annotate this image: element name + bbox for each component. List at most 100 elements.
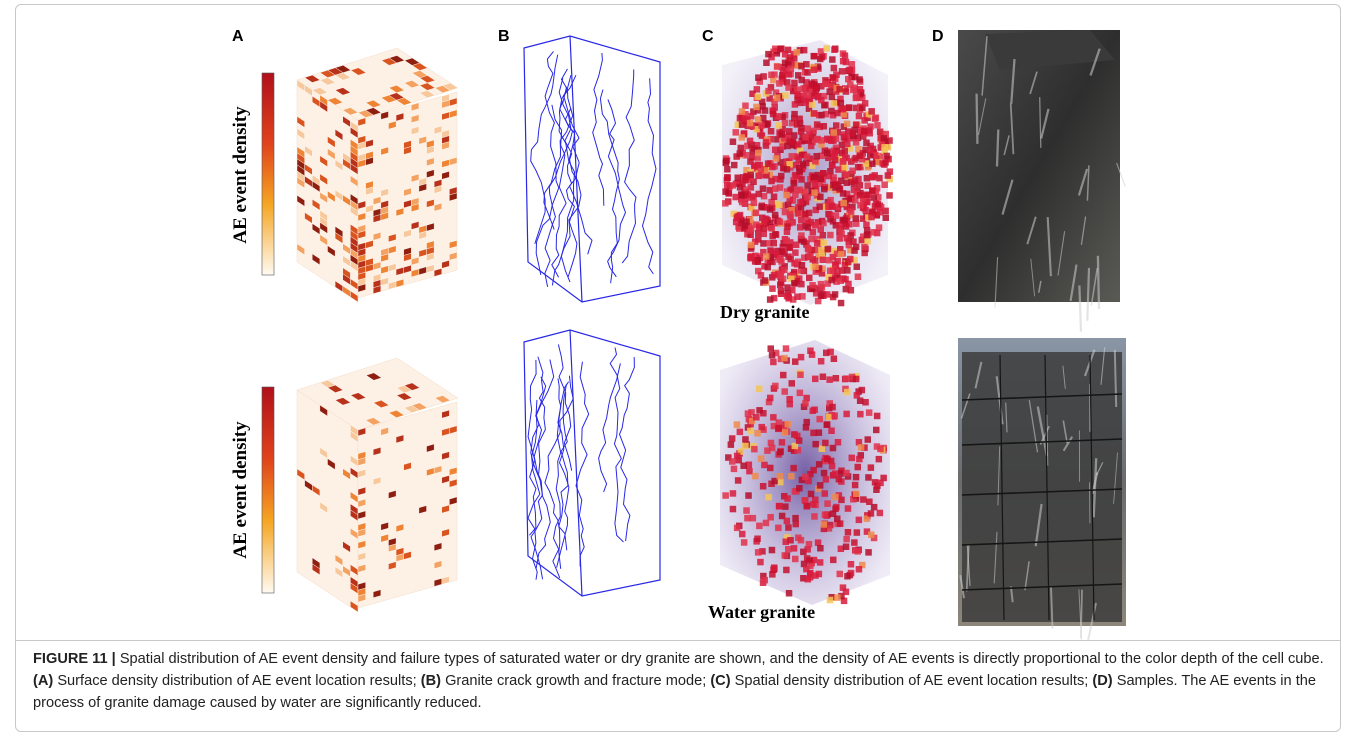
cell	[785, 421, 792, 428]
cell	[849, 455, 856, 462]
cell	[722, 492, 729, 499]
cell	[818, 281, 825, 288]
cell	[735, 477, 742, 484]
cell	[739, 108, 746, 115]
cell	[748, 184, 755, 191]
cell	[782, 503, 789, 510]
cell	[822, 440, 829, 447]
cell	[865, 436, 872, 443]
cell	[824, 421, 831, 428]
cell	[826, 414, 833, 421]
cell	[813, 87, 820, 94]
cell	[843, 411, 850, 418]
cell	[833, 375, 840, 382]
cell	[867, 130, 874, 137]
cell	[844, 121, 851, 128]
vein	[1079, 286, 1081, 332]
cell	[767, 206, 774, 213]
cell	[808, 491, 815, 498]
cell	[730, 139, 737, 146]
cell	[812, 572, 819, 579]
cell	[747, 138, 754, 145]
cell	[804, 419, 811, 426]
cell	[763, 60, 770, 67]
cell	[812, 441, 819, 448]
cell	[777, 219, 784, 226]
cell	[873, 115, 880, 122]
cell	[759, 424, 766, 431]
cell	[787, 211, 794, 218]
cell	[882, 159, 889, 166]
cell	[737, 429, 744, 436]
cell	[806, 275, 813, 282]
cell	[760, 185, 767, 192]
cell	[829, 56, 836, 63]
cell	[731, 466, 738, 473]
cell	[844, 235, 851, 242]
cell	[819, 446, 826, 453]
cell	[856, 113, 863, 120]
cell	[886, 192, 893, 199]
cell	[765, 88, 772, 95]
cell	[780, 372, 787, 379]
cell	[755, 150, 762, 157]
cell	[768, 72, 775, 79]
cell	[741, 539, 748, 546]
cell	[782, 51, 789, 58]
cell	[850, 130, 857, 137]
cell	[876, 456, 883, 463]
cell	[811, 110, 818, 117]
cell	[762, 577, 769, 584]
cell	[778, 288, 785, 295]
cell	[804, 69, 811, 76]
cell	[835, 439, 842, 446]
cell	[800, 161, 807, 168]
cell	[854, 529, 861, 536]
cell	[881, 144, 888, 151]
cell	[772, 104, 779, 111]
cell	[763, 520, 770, 527]
cell	[738, 192, 745, 199]
cell	[857, 86, 864, 93]
cell	[832, 261, 839, 268]
cell	[857, 411, 864, 418]
cell	[782, 92, 789, 99]
separator	[16, 640, 1340, 641]
cell	[814, 121, 821, 128]
cell	[877, 510, 884, 517]
cell	[818, 292, 825, 299]
cell	[722, 188, 729, 195]
cell	[768, 128, 775, 135]
cell	[737, 150, 744, 157]
cell	[816, 203, 823, 210]
cell	[836, 86, 843, 93]
cell	[793, 521, 800, 528]
cell	[777, 449, 784, 456]
cell	[789, 380, 796, 387]
cell	[827, 597, 834, 604]
cell	[860, 496, 867, 503]
cell	[843, 88, 850, 95]
cell	[743, 507, 750, 514]
cell	[868, 532, 875, 539]
cell	[804, 555, 811, 562]
cell	[722, 200, 729, 207]
crack	[620, 357, 635, 541]
cell	[865, 474, 872, 481]
cell	[856, 76, 863, 83]
cell	[805, 576, 812, 583]
cell	[852, 482, 859, 489]
caption-text: (B)	[421, 673, 441, 689]
cell	[768, 345, 775, 352]
cell	[809, 351, 816, 358]
cell	[767, 514, 774, 521]
cell	[792, 358, 799, 365]
cell	[874, 443, 881, 450]
cell	[745, 492, 752, 499]
crack	[528, 360, 536, 535]
cell	[881, 182, 888, 189]
cell	[776, 80, 783, 87]
cell	[742, 443, 749, 450]
cell	[877, 209, 884, 216]
colorbar-label: AE event density	[230, 106, 251, 244]
